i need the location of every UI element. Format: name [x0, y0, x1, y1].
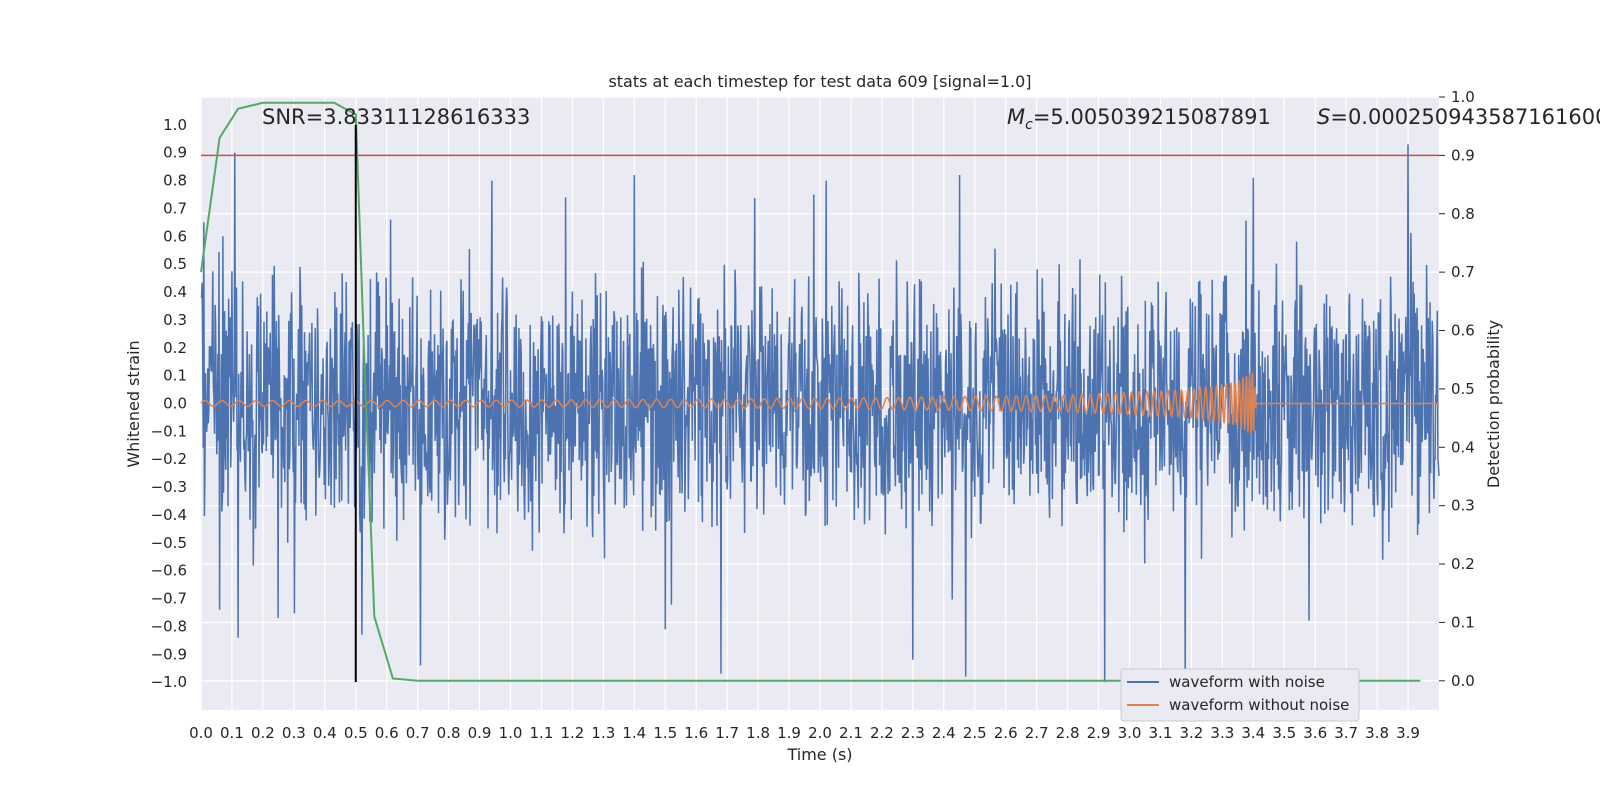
x-tick-label: 3.3: [1210, 724, 1234, 742]
series-waveform-without-noise: [200, 372, 1439, 434]
x-tick-label: 2.2: [870, 724, 894, 742]
x-tick-label: 3.0: [1118, 724, 1142, 742]
x-tick-label: 1.1: [530, 724, 554, 742]
x-tick-label: 1.6: [684, 724, 708, 742]
x-tick-labels: 0.0 0.1 0.2 0.3 0.4 0.5 0.6 0.7 0.8 0.9 1.0 1.1 1.2 1…: [189, 724, 1420, 742]
x-tick-label: 0.6: [375, 724, 399, 742]
y-left-tick-labels: 1.0 0.9 0.8 0.7 0.6 0.5 0.4 0.3 0.2 0.1 0.0 −0.1 −0.…: [151, 116, 187, 691]
y-left-tick-label: −0.9: [151, 645, 187, 663]
y-left-tick-label: 0.8: [163, 172, 187, 190]
mc-symbol: M: [1007, 105, 1025, 129]
y-right-tick-label: 0.8: [1451, 205, 1475, 223]
x-tick-label: 0.3: [282, 724, 306, 742]
y-left-tick-label: −0.1: [151, 422, 187, 440]
y-left-tick-label: 1.0: [163, 116, 187, 134]
x-tick-label: 1.2: [560, 724, 584, 742]
x-tick-label: 3.6: [1303, 724, 1327, 742]
x-tick-label: 0.4: [313, 724, 337, 742]
legend-label-noise: waveform with noise: [1169, 673, 1325, 691]
noisy-trace: [200, 144, 1440, 683]
x-tick-label: 1.9: [777, 724, 801, 742]
x-tick-label: 0.0: [189, 724, 213, 742]
y-right-tick-label: 0.3: [1451, 497, 1475, 515]
x-tick-label: 2.6: [994, 724, 1018, 742]
series-waveform-with-noise: [200, 144, 1440, 683]
x-tick-label: 2.4: [932, 724, 956, 742]
legend: waveform with noise waveform without noi…: [1120, 668, 1360, 722]
x-tick-label: 0.9: [468, 724, 492, 742]
y-right-axis-label: Detection probability: [1484, 320, 1503, 488]
y-right-tick-label: 0.5: [1451, 380, 1475, 398]
chirp-mass-annotation: Mc=5.005039215087891: [1007, 105, 1271, 133]
y-left-tick-label: −0.5: [151, 534, 187, 552]
y-left-tick-label: 0.0: [163, 395, 187, 413]
x-tick-label: 2.0: [808, 724, 832, 742]
legend-label-clean: waveform without noise: [1169, 696, 1349, 714]
y-right-tick-label: 0.9: [1451, 146, 1475, 164]
chart-title: stats at each timestep for test data 609…: [608, 72, 1031, 91]
x-tick-label: 1.8: [746, 724, 770, 742]
y-left-tick-label: −0.3: [151, 478, 187, 496]
y-right-tick-label: 0.4: [1451, 438, 1475, 456]
x-tick-label: 2.7: [1025, 724, 1049, 742]
x-tick-label: 0.2: [251, 724, 275, 742]
s-value: =0.00025094358716160059: [1330, 105, 1600, 129]
y-left-tick-label: −0.6: [151, 562, 187, 580]
y-right-tick-label: 0.2: [1451, 555, 1475, 573]
y-right-tick-label: 0.1: [1451, 613, 1475, 631]
x-tick-label: 0.1: [220, 724, 244, 742]
y-left-tick-label: 0.3: [163, 311, 187, 329]
y-left-tick-label: −1.0: [151, 673, 187, 691]
x-tick-label: 2.9: [1087, 724, 1111, 742]
x-tick-label: 3.8: [1365, 724, 1389, 742]
x-tick-label: 2.5: [963, 724, 987, 742]
x-tick-label: 3.9: [1396, 724, 1420, 742]
snr-annotation: SNR=3.83311128616333: [262, 105, 530, 129]
y-left-tick-label: 0.5: [163, 255, 187, 273]
x-tick-label: 3.4: [1241, 724, 1265, 742]
y-left-tick-label: 0.9: [163, 144, 187, 162]
y-left-tick-label: 0.2: [163, 339, 187, 357]
x-tick-label: 1.4: [622, 724, 646, 742]
series-detection-probability: [200, 101, 1421, 682]
y-right-tick-labels: 1.0 0.9 0.8 0.7 0.6 0.5 0.4 0.3 0.2 0.1 0.0: [1451, 88, 1475, 690]
x-tick-label: 1.7: [715, 724, 739, 742]
x-tick-label: 2.1: [839, 724, 863, 742]
x-tick-label: 2.8: [1056, 724, 1080, 742]
x-axis-label: Time (s): [786, 745, 852, 764]
mc-value: =5.005039215087891: [1033, 105, 1271, 129]
y-left-axis-label: Whitened strain: [124, 340, 143, 467]
x-tick-label: 0.5: [344, 724, 368, 742]
y-left-tick-label: 0.4: [163, 283, 187, 301]
legend-box: [1120, 668, 1360, 722]
s-annotation: S=0.00025094358716160059: [1317, 105, 1600, 129]
y-left-tick-label: −0.8: [151, 617, 187, 635]
y-left-tick-label: −0.4: [151, 506, 187, 524]
y-left-tick-label: −0.2: [151, 450, 187, 468]
clean-trace: [200, 372, 1439, 434]
x-tick-label: 3.1: [1149, 724, 1173, 742]
y-left-tick-label: 0.6: [163, 227, 187, 245]
y-left-tick-label: −0.7: [151, 590, 187, 608]
y-right-tick-label: 1.0: [1451, 88, 1475, 106]
x-tick-label: 1.0: [499, 724, 523, 742]
y-left-tick-label: 0.7: [163, 199, 187, 217]
x-tick-label: 3.7: [1334, 724, 1358, 742]
mc-subscript: c: [1025, 117, 1033, 133]
y-right-tick-label: 0.0: [1451, 672, 1475, 690]
x-tick-label: 2.3: [901, 724, 925, 742]
y-left-tick-label: 0.1: [163, 367, 187, 385]
x-tick-label: 0.7: [406, 724, 430, 742]
x-tick-label: 0.8: [437, 724, 461, 742]
x-tick-label: 1.5: [653, 724, 677, 742]
y-right-tick-label: 0.6: [1451, 322, 1475, 340]
s-symbol: S: [1317, 105, 1330, 129]
x-tick-label: 1.3: [591, 724, 615, 742]
x-tick-label: 3.5: [1272, 724, 1296, 742]
x-tick-label: 3.2: [1179, 724, 1203, 742]
y-right-tick-label: 0.7: [1451, 263, 1475, 281]
